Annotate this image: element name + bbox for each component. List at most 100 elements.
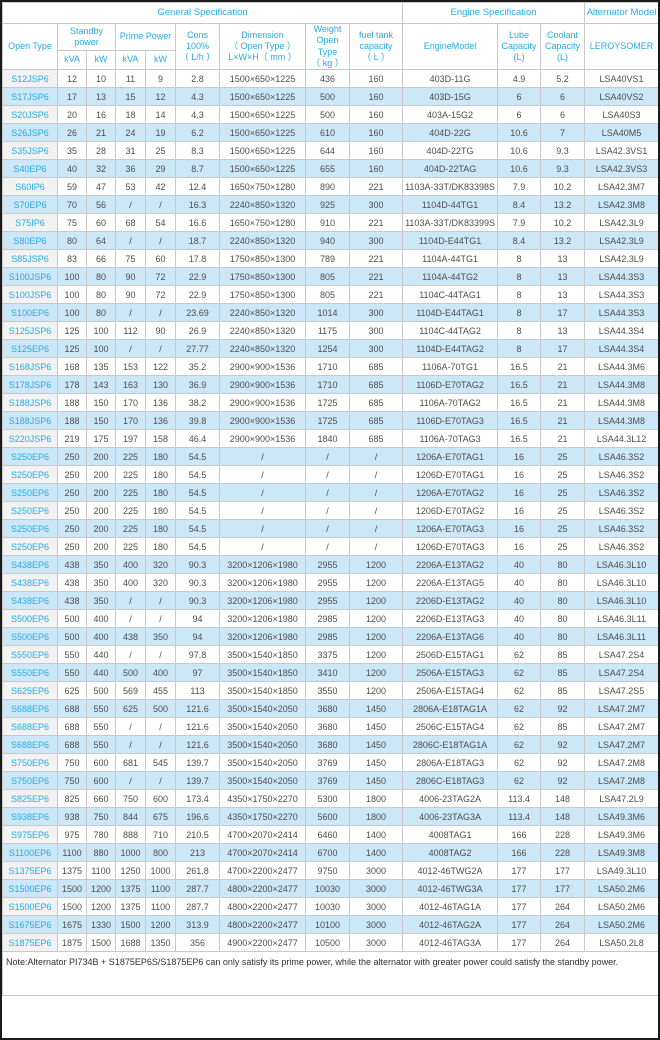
spec-cell: 300 xyxy=(348,231,404,250)
spec-cell: / xyxy=(348,483,404,502)
model-link[interactable]: S250EP6 xyxy=(2,501,58,520)
model-link[interactable]: S550EP6 xyxy=(2,663,58,682)
spec-cell: 2206A-E13TAG6 xyxy=(402,627,499,646)
spec-cell: 1650×750×1280 xyxy=(219,213,306,232)
spec-cell: 1104C-44TAG1 xyxy=(402,285,499,304)
model-link[interactable]: S40EP6 xyxy=(2,159,58,178)
model-link[interactable]: S20JSP6 xyxy=(2,105,58,124)
model-link[interactable]: S825EP6 xyxy=(2,789,58,808)
model-link[interactable]: S250EP6 xyxy=(2,447,58,466)
model-link[interactable]: S168JSP6 xyxy=(2,357,58,376)
model-link[interactable]: S26JSP6 xyxy=(2,123,58,142)
spec-cell: 350 xyxy=(86,555,116,574)
model-link[interactable]: S100JSP6 xyxy=(2,285,58,304)
spec-cell: 177 xyxy=(497,861,542,880)
spec-cell: 12 xyxy=(145,87,176,106)
spec-cell: 113.4 xyxy=(497,807,542,826)
model-link[interactable]: S125JSP6 xyxy=(2,321,58,340)
model-link[interactable]: S688EP6 xyxy=(2,699,58,718)
model-link[interactable]: S750EP6 xyxy=(2,753,58,772)
model-link[interactable]: S12JSP6 xyxy=(2,69,58,88)
table-row: S250EP6 250 200 225 180 54.5///1206A-E70TAG1 1… xyxy=(2,447,658,466)
spec-cell: 160 xyxy=(348,159,404,178)
spec-cell: 62 xyxy=(497,645,542,664)
model-link[interactable]: S17JSP6 xyxy=(2,87,58,106)
spec-cell: 83 xyxy=(57,249,87,268)
spec-cell: 22.9 xyxy=(175,267,220,286)
model-link[interactable]: S500EP6 xyxy=(2,627,58,646)
model-link[interactable]: S60IP6 xyxy=(2,177,58,196)
model-link[interactable]: S220JSP6 xyxy=(2,429,58,448)
spec-cell: 7.9 xyxy=(497,213,542,232)
spec-cell: 2206A-E13TAG5 xyxy=(402,573,499,592)
model-link[interactable]: S1875EP6 xyxy=(2,933,58,952)
spec-cell: / xyxy=(115,303,146,322)
model-link[interactable]: S625EP6 xyxy=(2,681,58,700)
model-link[interactable]: S188JSP6 xyxy=(2,393,58,412)
spec-cell: 18 xyxy=(115,105,146,124)
spec-cell: 54.5 xyxy=(175,501,220,520)
table-header: General Specification Engine Specificati… xyxy=(2,2,658,71)
model-link[interactable]: S250EP6 xyxy=(2,519,58,538)
model-link[interactable]: S80EP6 xyxy=(2,231,58,250)
model-link[interactable]: S1500EP6 xyxy=(2,897,58,916)
model-link[interactable]: S750EP6 xyxy=(2,771,58,790)
spec-cell: 610 xyxy=(305,123,350,142)
spec-cell: 2900×900×1536 xyxy=(219,393,306,412)
spec-cell: 4012-46TWG2A xyxy=(402,861,499,880)
model-link[interactable]: S70EP6 xyxy=(2,195,58,214)
model-link[interactable]: S250EP6 xyxy=(2,465,58,484)
spec-cell: 1200 xyxy=(348,627,404,646)
table-row: S12JSP6 12 10 11 9 2.8 1500×650×1225 436 160 403D… xyxy=(2,69,658,88)
model-link[interactable]: S1675EP6 xyxy=(2,915,58,934)
spec-cell: 90 xyxy=(115,285,146,304)
model-link[interactable]: S688EP6 xyxy=(2,735,58,754)
spec-cell: 177 xyxy=(497,933,542,952)
spec-cell: 100 xyxy=(57,267,87,286)
col-header-dimension: Dimension （ Open Type ） L×W×H（ mm ） xyxy=(219,23,306,70)
model-link[interactable]: S75IP6 xyxy=(2,213,58,232)
model-link[interactable]: S188JSP6 xyxy=(2,411,58,430)
model-link[interactable]: S35JSP6 xyxy=(2,141,58,160)
spec-cell: 16.5 xyxy=(497,411,542,430)
spec-cell: 66 xyxy=(86,249,116,268)
spec-cell: 550 xyxy=(57,645,87,664)
model-link[interactable]: S85JSP6 xyxy=(2,249,58,268)
model-link[interactable]: S438EP6 xyxy=(2,591,58,610)
model-link[interactable]: S100JSP6 xyxy=(2,267,58,286)
model-link[interactable]: S438EP6 xyxy=(2,573,58,592)
spec-cell: 1450 xyxy=(348,753,404,772)
model-link[interactable]: S250EP6 xyxy=(2,483,58,502)
spec-cell: 16.5 xyxy=(497,393,542,412)
spec-cell: 438 xyxy=(57,555,87,574)
spec-cell: 1000 xyxy=(145,861,176,880)
model-link[interactable]: S125EP6 xyxy=(2,339,58,358)
model-link[interactable]: S438EP6 xyxy=(2,555,58,574)
model-link[interactable]: S938EP6 xyxy=(2,807,58,826)
model-link[interactable]: S688EP6 xyxy=(2,717,58,736)
model-link[interactable]: S1500EP6 xyxy=(2,879,58,898)
model-link[interactable]: S975EP6 xyxy=(2,825,58,844)
model-link[interactable]: S178JSP6 xyxy=(2,375,58,394)
model-link[interactable]: S500EP6 xyxy=(2,609,58,628)
spec-cell: / xyxy=(115,231,146,250)
spec-cell: 500 xyxy=(86,681,116,700)
spec-cell: 125 xyxy=(57,321,87,340)
spec-cell: 219 xyxy=(57,429,87,448)
model-link[interactable]: S1375EP6 xyxy=(2,861,58,880)
spec-cell: 3680 xyxy=(305,699,350,718)
model-link[interactable]: S1100EP6 xyxy=(2,843,58,862)
spec-cell: 28 xyxy=(86,141,116,160)
spec-cell: 2506D-E15TAG1 xyxy=(402,645,499,664)
spec-cell: 10.6 xyxy=(497,141,542,160)
spec-cell: 3410 xyxy=(305,663,350,682)
spec-cell: 40 xyxy=(497,555,542,574)
spec-cell: 16 xyxy=(497,519,542,538)
model-link[interactable]: S250EP6 xyxy=(2,537,58,556)
spec-cell: / xyxy=(115,609,146,628)
model-link[interactable]: S550EP6 xyxy=(2,645,58,664)
table-row: S188JSP6 188 150 170 136 38.2 2900×900×1536 172… xyxy=(2,393,658,412)
spec-cell: 975 xyxy=(57,825,87,844)
spec-cell: 13.2 xyxy=(540,231,586,250)
model-link[interactable]: S100EP6 xyxy=(2,303,58,322)
